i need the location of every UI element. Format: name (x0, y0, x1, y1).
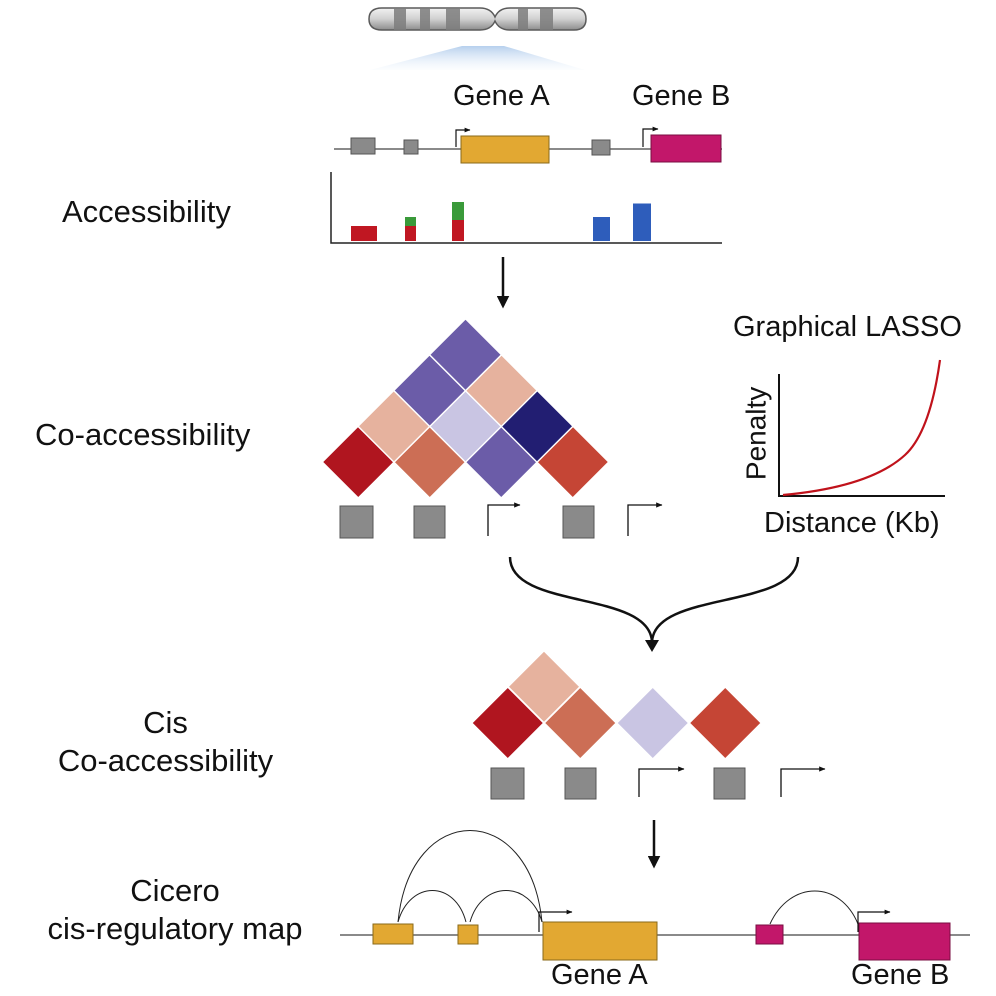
co-accessibility-label: Co-accessibility (35, 417, 251, 452)
co-accessibility-site-row (339, 502, 663, 539)
gene-b-tss-arrow (642, 126, 659, 147)
cicero-label-line1: Cicero (130, 873, 220, 908)
co-accessibility-matrix (321, 317, 610, 500)
cell-1-5 (428, 317, 503, 392)
distance-axis-label: Distance (Kb) (764, 507, 940, 539)
chromosome-zoom-wedge (370, 46, 585, 70)
peak-region-2-seg-0 (405, 226, 416, 241)
regulatory-region-2 (403, 139, 419, 155)
gene-a-tss-arrow (455, 127, 471, 147)
peak-region-1-seg-0 (351, 226, 377, 241)
cis-gene-a-tss-arrow (638, 766, 685, 797)
lasso-axes (778, 374, 945, 497)
cis-site-box-3 (713, 767, 746, 800)
gene-b-block (650, 134, 722, 163)
cicero-gene-b (858, 922, 951, 961)
peak-gene-a-promoter-seg-0 (452, 220, 464, 241)
regulatory-region-1 (350, 137, 376, 155)
penalty-curve (782, 359, 942, 497)
site-box-1 (339, 505, 374, 539)
accessibility-axes (330, 172, 722, 244)
cis-label-line1: Cis (143, 705, 188, 740)
gene-track-top (334, 126, 722, 164)
accessibility-label: Accessibility (62, 194, 231, 229)
site-box-3 (562, 505, 595, 539)
cis-site-row (490, 766, 826, 800)
peak-region-3-seg-0 (593, 217, 610, 241)
cicero-link-region1-gene-a (397, 830, 543, 923)
cicero-link-region2-gene-a (469, 890, 543, 923)
regulatory-region-3 (591, 139, 611, 156)
cis-gene-b-tss-arrow (780, 766, 826, 797)
accessibility-plot (330, 172, 722, 244)
merge-arrows (508, 556, 800, 652)
site-box-2 (413, 505, 446, 539)
cicero-gene-a (542, 921, 658, 961)
cell-1-3 (506, 649, 582, 724)
cicero-gene-b-tss-arrow (857, 909, 891, 932)
peak-region-2-seg-1 (405, 217, 416, 226)
cis-site-box-1 (490, 767, 525, 800)
cicero-region-2 (457, 924, 479, 945)
chromosome-icon (368, 7, 587, 70)
cis-site-box-2 (564, 767, 597, 800)
gene-b-label-bottom: Gene B (851, 959, 950, 991)
lasso-penalty-chart (778, 359, 945, 497)
gene-b-tss-arrow (627, 502, 663, 536)
cicero-label: Cicero cis-regulatory map (30, 873, 320, 947)
peak-gene-b-promoter-seg-0 (633, 203, 651, 241)
cicero-map (340, 830, 970, 961)
cis-label-line2: Co-accessibility (57, 743, 274, 779)
cell-3-4 (615, 685, 690, 761)
cis-co-accessibility-matrix (470, 649, 763, 761)
cis-label: Cis Co-accessibility (33, 705, 298, 779)
gene-a-tss-arrow (487, 502, 521, 536)
graphical-lasso-title: Graphical LASSO (733, 311, 962, 343)
cicero-link-region1-region2 (397, 890, 467, 923)
penalty-axis-label: Penalty (740, 386, 772, 481)
cicero-label-line2: cis-regulatory map (47, 911, 303, 947)
cicero-gene-a-tss-arrow (538, 909, 573, 932)
cicero-link-region3-gene-b (769, 890, 859, 925)
accessibility-peaks (351, 202, 651, 241)
cicero-region-1 (372, 923, 414, 945)
gene-a-label-top: Gene A (453, 80, 550, 112)
gene-a-label-bottom: Gene A (551, 959, 648, 991)
peak-gene-a-promoter-seg-1 (452, 202, 464, 220)
cell-4-5 (688, 685, 763, 761)
gene-b-label-top: Gene B (632, 80, 731, 112)
cicero-region-3 (755, 924, 784, 945)
gene-a-block (460, 135, 550, 164)
